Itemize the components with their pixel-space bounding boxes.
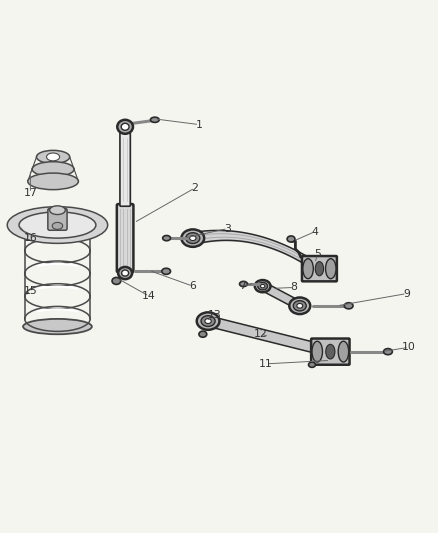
- Ellipse shape: [261, 285, 265, 288]
- Text: 14: 14: [142, 291, 156, 301]
- Text: 1: 1: [196, 119, 203, 130]
- Ellipse shape: [190, 236, 196, 240]
- Polygon shape: [261, 282, 302, 310]
- Ellipse shape: [150, 117, 159, 123]
- Text: 10: 10: [402, 342, 416, 352]
- Ellipse shape: [118, 267, 132, 279]
- Ellipse shape: [181, 229, 204, 247]
- Ellipse shape: [326, 344, 335, 359]
- Ellipse shape: [52, 222, 63, 229]
- FancyBboxPatch shape: [311, 338, 350, 365]
- Text: 5: 5: [314, 249, 321, 259]
- Ellipse shape: [28, 173, 78, 190]
- FancyBboxPatch shape: [302, 256, 337, 281]
- Ellipse shape: [19, 212, 96, 238]
- Ellipse shape: [384, 349, 392, 354]
- Ellipse shape: [46, 153, 60, 161]
- Text: 2: 2: [191, 183, 198, 193]
- Text: 4: 4: [311, 227, 318, 237]
- Ellipse shape: [308, 362, 315, 367]
- Text: 7: 7: [240, 281, 247, 291]
- Text: 9: 9: [403, 288, 410, 298]
- Polygon shape: [207, 316, 332, 357]
- Ellipse shape: [117, 120, 133, 134]
- Ellipse shape: [344, 303, 353, 309]
- Ellipse shape: [7, 207, 108, 244]
- Ellipse shape: [49, 206, 65, 215]
- Ellipse shape: [289, 297, 310, 314]
- Ellipse shape: [240, 281, 247, 287]
- Ellipse shape: [255, 280, 271, 292]
- FancyBboxPatch shape: [117, 204, 134, 272]
- Text: 12: 12: [254, 329, 267, 339]
- Ellipse shape: [338, 341, 349, 362]
- Text: 11: 11: [259, 359, 272, 369]
- Ellipse shape: [23, 319, 92, 334]
- Text: 3: 3: [224, 223, 231, 233]
- Ellipse shape: [293, 301, 306, 311]
- Ellipse shape: [122, 270, 129, 276]
- Ellipse shape: [186, 233, 200, 244]
- Ellipse shape: [162, 236, 170, 241]
- Ellipse shape: [297, 303, 303, 308]
- Ellipse shape: [162, 268, 170, 274]
- Ellipse shape: [112, 277, 121, 285]
- Ellipse shape: [28, 214, 87, 227]
- Ellipse shape: [303, 259, 313, 279]
- Text: 17: 17: [24, 188, 37, 198]
- Text: 16: 16: [24, 233, 37, 243]
- Text: 13: 13: [208, 310, 222, 320]
- Ellipse shape: [197, 312, 219, 330]
- Ellipse shape: [201, 316, 215, 327]
- FancyBboxPatch shape: [48, 208, 67, 230]
- Ellipse shape: [315, 262, 324, 276]
- Ellipse shape: [312, 341, 322, 362]
- Text: 8: 8: [291, 282, 297, 293]
- Ellipse shape: [205, 319, 211, 324]
- Ellipse shape: [32, 161, 74, 176]
- Ellipse shape: [36, 150, 70, 164]
- Ellipse shape: [258, 282, 268, 290]
- Text: 15: 15: [24, 286, 37, 295]
- Ellipse shape: [121, 123, 129, 130]
- FancyBboxPatch shape: [120, 133, 131, 206]
- Ellipse shape: [325, 259, 336, 279]
- Text: 6: 6: [189, 281, 196, 291]
- Ellipse shape: [199, 331, 207, 337]
- Ellipse shape: [287, 236, 295, 242]
